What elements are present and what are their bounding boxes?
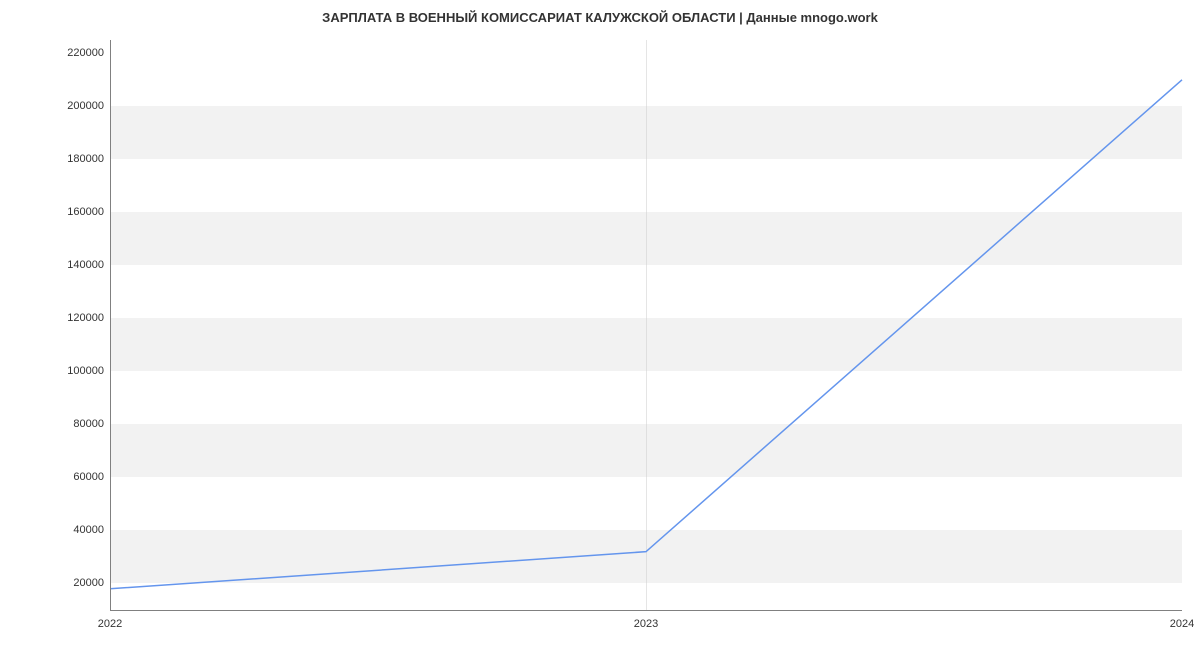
chart-title: ЗАРПЛАТА В ВОЕННЫЙ КОМИССАРИАТ КАЛУЖСКОЙ…	[0, 0, 1200, 25]
y-tick-label: 100000	[24, 365, 104, 377]
x-axis-line	[110, 610, 1182, 611]
chart-container: ЗАРПЛАТА В ВОЕННЫЙ КОМИССАРИАТ КАЛУЖСКОЙ…	[0, 0, 1200, 650]
x-tick-label: 2024	[1170, 618, 1194, 630]
y-tick-label: 200000	[24, 100, 104, 112]
y-tick-label: 120000	[24, 312, 104, 324]
plot-area	[110, 40, 1182, 610]
x-tick-label: 2023	[634, 618, 658, 630]
y-tick-label: 60000	[24, 471, 104, 483]
y-tick-label: 160000	[24, 206, 104, 218]
y-tick-label: 220000	[24, 47, 104, 59]
y-tick-label: 80000	[24, 418, 104, 430]
y-axis-line	[110, 40, 111, 610]
x-tick-label: 2022	[98, 618, 122, 630]
y-tick-label: 20000	[24, 577, 104, 589]
y-tick-label: 140000	[24, 259, 104, 271]
y-tick-label: 180000	[24, 153, 104, 165]
line-series	[110, 40, 1182, 610]
y-tick-label: 40000	[24, 524, 104, 536]
